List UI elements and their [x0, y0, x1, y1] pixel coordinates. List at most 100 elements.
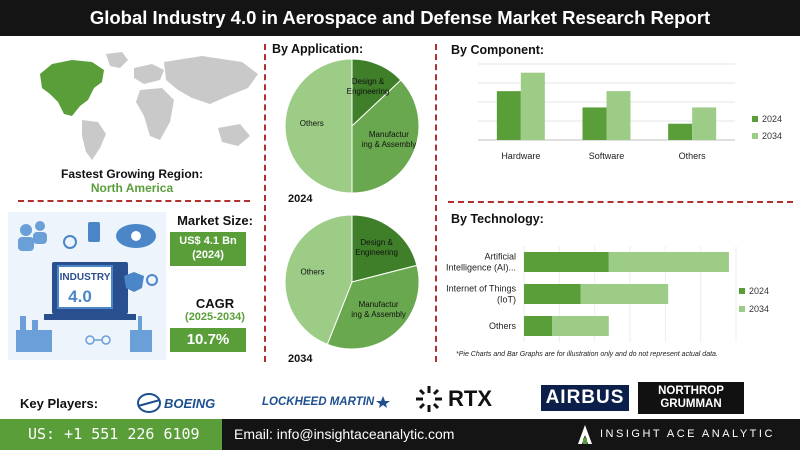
pie-slice-design-engineering: [351, 58, 402, 128]
map-europe: [134, 64, 164, 84]
cagr-label: CAGR: [195, 296, 235, 311]
pie-chart-2024: Design & Engineering Manufactur ing & Assem…: [284, 58, 420, 194]
industry-badge: [57, 265, 113, 309]
shield-icon: [124, 272, 144, 292]
rtx-logo: RTX: [414, 384, 492, 414]
market-size-label: Market Size:: [177, 213, 253, 228]
network-icon: [85, 335, 111, 345]
legend-label-2024: 2024: [762, 114, 782, 124]
laptop-base: [44, 314, 136, 320]
cagr-value: 10.7%: [170, 328, 246, 352]
rtx-emblem-icon: [416, 386, 442, 412]
pie-label-others: Others: [300, 119, 324, 128]
pie-slice-manufacturing-assembly: [326, 264, 420, 350]
disclaimer: *Pie Charts and Bar Graphs are for illus…: [456, 351, 718, 358]
legend-swatch-2024: [752, 116, 758, 122]
category-label: Artificial Intelligence (AI)...: [446, 252, 516, 273]
boeing-logo: BOEING: [136, 392, 215, 414]
pie-label-manufacturing-assembly: Manufactur ing & Assembly: [362, 130, 417, 149]
pie-slice-others: [284, 214, 353, 345]
people-icon: [18, 221, 47, 251]
brand-logo-icon: [578, 425, 592, 444]
legend-label-2034: 2034: [762, 131, 782, 141]
pie-chart-2034: Design & Engineering Manufactur ing & Assem…: [284, 214, 420, 350]
market-size-value: US$ 4.1 Bn: [179, 235, 237, 247]
lockheed-wordmark: LOCKHEED MARTIN: [262, 396, 375, 408]
bar-artificial-intelligence-ai-2024: [524, 252, 609, 272]
boeing-icon: [137, 393, 161, 413]
divider-left: [264, 44, 266, 362]
illustration-industry-text: INDUSTRY: [60, 272, 111, 283]
legend-swatch-2034: [752, 133, 758, 139]
map-australia: [218, 124, 250, 146]
cloud-icon: [116, 224, 156, 248]
legend-label-2034: 2034: [749, 304, 769, 314]
page-title: Global Industry 4.0 in Aerospace and Def…: [0, 0, 800, 36]
map-north-america: [40, 60, 104, 116]
map-greenland: [106, 52, 128, 68]
cagr-period: (2025-2034): [185, 311, 245, 323]
pie-label-manufacturing-assembly: Manufactur ing & Assembly: [351, 300, 406, 319]
footer-phone[interactable]: US: +1 551 226 6109: [0, 419, 222, 450]
legend-label-2024: 2024: [749, 286, 769, 296]
world-map: [40, 52, 258, 160]
category-label: Hardware: [501, 151, 540, 161]
phone-icon: [88, 222, 100, 242]
divider-right: [435, 44, 437, 362]
industry-illustration: INDUSTRY 4.0: [8, 212, 166, 360]
map-south-america: [82, 120, 106, 160]
boeing-wordmark: BOEING: [164, 395, 216, 411]
region-value: North America: [90, 181, 174, 195]
grumman-wordmark: GRUMMAN: [660, 398, 722, 410]
category-label: Internet of Things (IoT): [446, 284, 516, 305]
category-label: Others: [679, 151, 707, 161]
gear-icon: [63, 235, 158, 286]
bar-others-2024: [668, 123, 693, 140]
pie-2034-year: 2034: [288, 353, 313, 365]
market-size-box: US$ 4.1 Bn (2024): [170, 232, 246, 266]
footer-email[interactable]: Email: info@insightaceanalytic.com: [222, 419, 564, 450]
rtx-wordmark: RTX: [448, 386, 492, 411]
region-label: Fastest Growing Region:: [60, 167, 203, 181]
pie-2024-year: 2024: [288, 193, 313, 205]
legend-swatch-2024: [739, 288, 745, 294]
key-players-label: Key Players:: [20, 396, 99, 411]
market-size-year: (2024): [192, 249, 224, 261]
bar-hardware-2034: [520, 72, 545, 140]
northrop-wordmark: NORTHROP: [658, 385, 724, 397]
pie-slice-others: [284, 58, 353, 194]
northrop-logo: NORTHROP GRUMMAN: [638, 382, 744, 414]
star-icon: [376, 396, 391, 408]
pie-label-design-engineering: Design & Engineering: [347, 77, 390, 96]
map-asia: [164, 56, 258, 104]
divider-component: [448, 201, 793, 203]
bar-internet-of-things-iot-2024: [524, 284, 581, 304]
bar-others-2034: [692, 107, 717, 140]
map-africa: [136, 88, 174, 140]
bar-hardware-2024: [496, 91, 521, 140]
lockheed-logo: LOCKHEED MARTIN: [262, 396, 391, 408]
footer-brand: INSIGHT ACE ANALYTIC: [564, 419, 800, 450]
bar-internet-of-things-iot-2034: [580, 284, 669, 304]
section-component-title: By Component:: [451, 43, 545, 57]
bar-software-2034: [606, 91, 631, 140]
section-application-title: By Application:: [272, 42, 364, 56]
section-technology-title: By Technology:: [451, 212, 544, 226]
airbus-logo: AIRBUS: [541, 385, 629, 411]
pie-label-design-engineering: Design & Engineering: [355, 238, 398, 257]
factory-icon: [16, 316, 52, 352]
component-bar-chart: Hardware Software Others 2024 2034: [478, 63, 782, 161]
illustration-number-text: 4.0: [68, 287, 92, 306]
category-label: Software: [589, 151, 625, 161]
pie-slice-design-engineering: [351, 214, 418, 283]
brand-name: INSIGHT ACE ANALYTIC: [600, 428, 775, 440]
legend-swatch-2034: [739, 306, 745, 312]
pie-label-others: Others: [300, 268, 324, 277]
bar-others-2024: [524, 316, 553, 336]
divider-region: [18, 200, 250, 202]
category-label: Others: [489, 321, 517, 331]
technology-bar-chart: Artificial Intelligence (AI)... Internet o…: [446, 246, 769, 342]
bar-artificial-intelligence-ai-2034: [608, 252, 729, 272]
bar-software-2024: [582, 107, 607, 140]
bar-others-2034: [552, 316, 609, 336]
